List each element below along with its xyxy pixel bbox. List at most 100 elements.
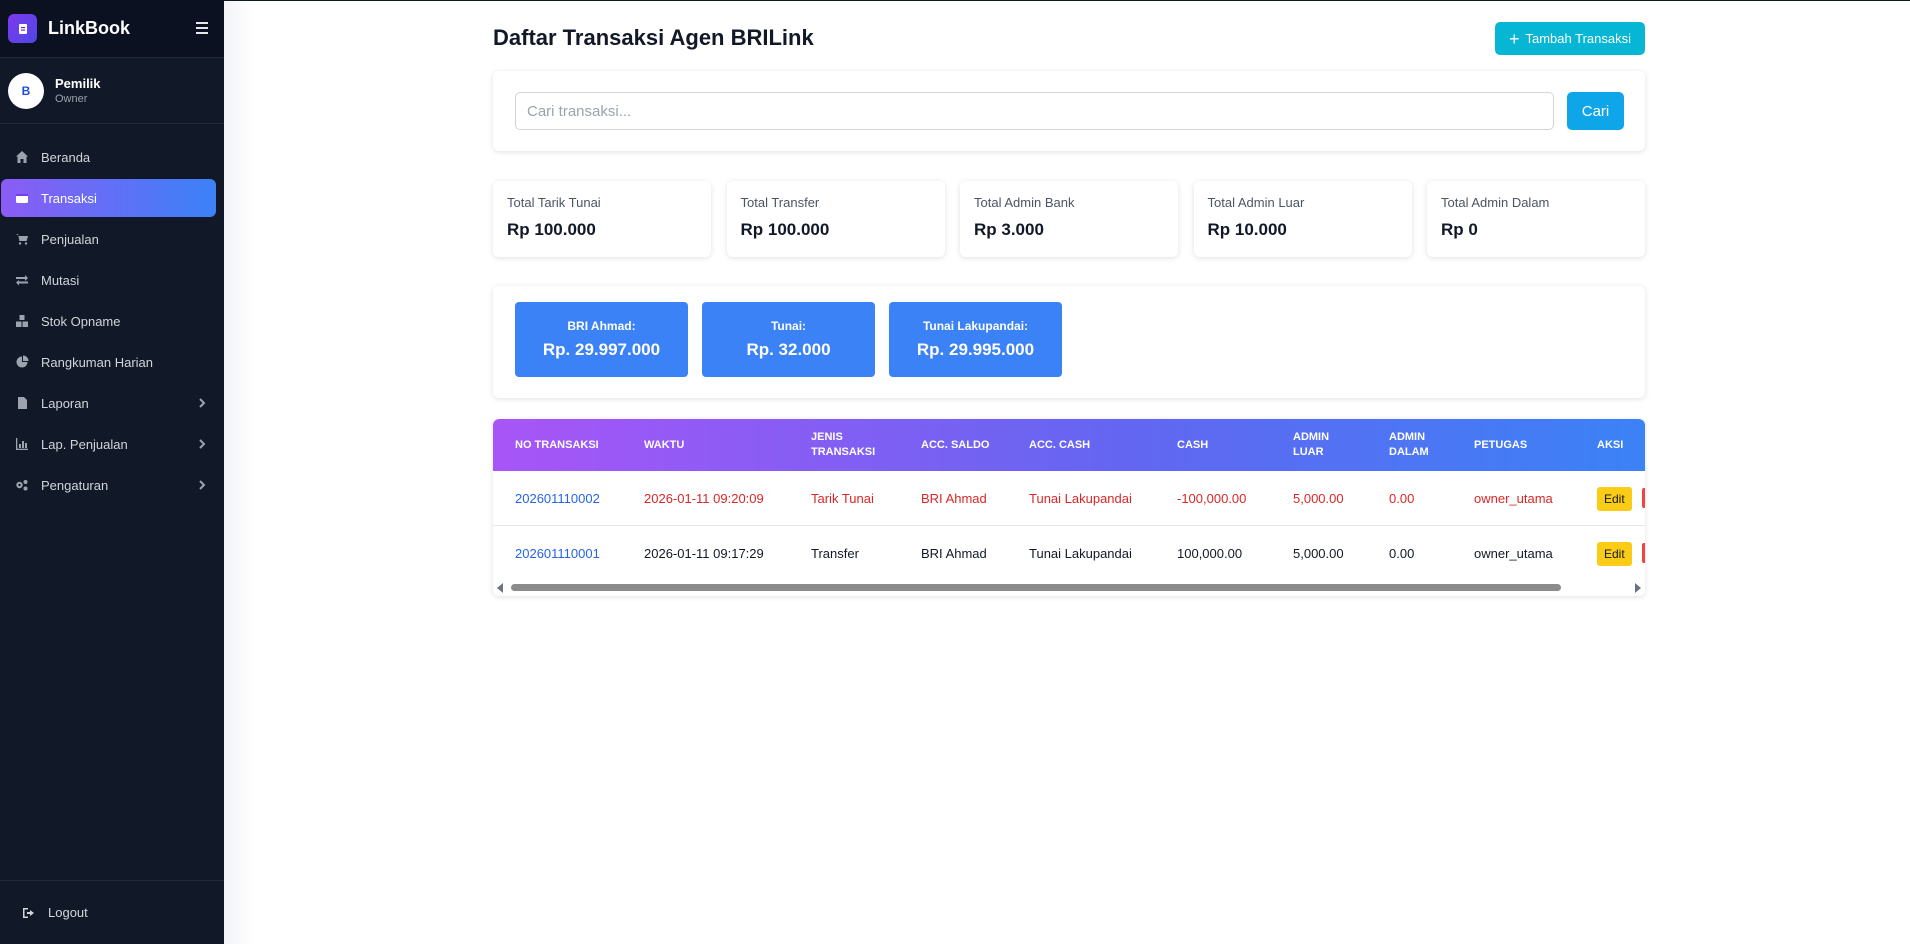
transaction-number-link[interactable]: 202601110001: [515, 546, 600, 561]
delete-button[interactable]: [1642, 543, 1645, 563]
page-header: Daftar Transaksi Agen BRILink + Tambah T…: [493, 22, 1645, 56]
sidebar-item-lap-penjualan[interactable]: Lap. Penjualan: [1, 425, 216, 463]
top-border: [224, 0, 1910, 1]
stat-value: Rp 100.000: [507, 220, 596, 239]
user-profile: B Pemilik Owner: [0, 58, 224, 124]
transaction-number-link[interactable]: 202601110002: [515, 491, 600, 506]
transactions-table: No Transaksi Waktu Jenis Transaksi Acc. …: [493, 419, 1645, 596]
user-role: Owner: [55, 93, 88, 105]
table-header: No Transaksi Waktu Jenis Transaksi Acc. …: [493, 419, 1645, 471]
stat-label: Total Admin Luar: [1207, 195, 1305, 210]
chevron-right-icon: [196, 438, 208, 450]
stat-card-total-transfer: Total Transfer Rp 100.000: [726, 181, 945, 257]
stat-card-total-admin-luar: Total Admin Luar Rp 10.000: [1193, 181, 1412, 257]
cell-acc-saldo: BRI Ahmad: [921, 491, 987, 506]
content-shadow: [224, 0, 254, 944]
cell-waktu: 2026-01-11 09:20:09: [644, 491, 764, 506]
cell-acc-cash: Tunai Lakupandai: [1029, 546, 1132, 561]
stat-value: Rp 10.000: [1207, 220, 1287, 239]
sidebar-item-label: Stok Opname: [41, 313, 121, 329]
sidebar-item-label: Pengaturan: [41, 477, 109, 493]
edit-button[interactable]: Edit: [1597, 486, 1632, 511]
stat-label: Total Transfer: [740, 195, 820, 210]
table-row: 202601110002 2026-01-11 09:20:09 Tarik T…: [493, 471, 1645, 526]
chevron-right-icon: [196, 479, 208, 491]
cell-cash: 100,000.00: [1177, 546, 1243, 561]
sidebar-item-label: Laporan: [41, 395, 89, 411]
brand: LinkBook: [0, 0, 224, 58]
add-transaction-button[interactable]: + Tambah Transaksi: [1494, 22, 1645, 55]
balance-label: Tunai:: [770, 319, 807, 333]
stat-card-total-admin-bank: Total Admin Bank Rp 3.000: [960, 181, 1178, 257]
cell-acc-saldo: BRI Ahmad: [921, 546, 987, 561]
sidebar-item-rangkuman-harian[interactable]: Rangkuman Harian: [1, 343, 216, 381]
logout-button[interactable]: Logout: [0, 880, 224, 944]
cell-aksi: Edit: [1597, 526, 1632, 581]
edit-button[interactable]: Edit: [1597, 541, 1632, 566]
plus-icon: +: [1508, 28, 1520, 49]
scrollbar-thumb[interactable]: [511, 584, 1561, 591]
column-header: Waktu: [644, 438, 685, 451]
cell-petugas: owner_utama: [1474, 491, 1553, 506]
search-button[interactable]: Cari: [1567, 92, 1624, 130]
stat-label: Total Admin Bank: [974, 195, 1075, 210]
cart-icon: [14, 232, 29, 247]
sidebar-item-laporan[interactable]: Laporan: [1, 384, 216, 422]
column-header: Admin Dalam: [1389, 431, 1429, 458]
wallet-icon: [14, 191, 29, 206]
sidebar-item-label: Beranda: [41, 149, 91, 165]
sidebar: LinkBook B Pemilik Owner Beranda Transak…: [0, 0, 224, 944]
cell-petugas: owner_utama: [1474, 546, 1553, 561]
balance-value: Rp. 29.995.000: [916, 340, 1035, 359]
balance-label: BRI Ahmad:: [567, 319, 636, 333]
add-transaction-label: Tambah Transaksi: [1525, 31, 1632, 46]
user-name: Pemilik: [55, 76, 101, 91]
column-header: Acc. Saldo: [921, 438, 990, 451]
horizontal-scrollbar[interactable]: [493, 580, 1645, 594]
search-card: Cari: [493, 71, 1645, 151]
home-icon: [14, 150, 29, 165]
sidebar-item-label: Mutasi: [41, 272, 80, 288]
search-input[interactable]: [515, 92, 1554, 130]
sidebar-item-beranda[interactable]: Beranda: [1, 138, 216, 176]
app-name: LinkBook: [48, 18, 131, 38]
balances-card: BRI Ahmad: Rp. 29.997.000 Tunai: Rp. 32.…: [493, 286, 1645, 398]
stat-value: Rp 0: [1441, 220, 1478, 239]
menu-toggle-icon[interactable]: [196, 19, 212, 37]
sidebar-item-stok-opname[interactable]: Stok Opname: [1, 302, 216, 340]
sidebar-item-mutasi[interactable]: Mutasi: [1, 261, 216, 299]
stat-label: Total Admin Dalam: [1441, 195, 1550, 210]
cell-jenis: Transfer: [811, 546, 859, 561]
bar-chart-icon: [14, 437, 29, 452]
stat-card-total-tarik-tunai: Total Tarik Tunai Rp 100.000: [493, 181, 711, 257]
column-header: Jenis Transaksi: [811, 431, 876, 458]
scroll-left-icon[interactable]: [497, 583, 503, 593]
sidebar-nav: Beranda Transaksi Penjualan Mutasi Stok …: [0, 124, 224, 504]
scroll-right-icon[interactable]: [1635, 583, 1641, 593]
sidebar-item-transaksi[interactable]: Transaksi: [1, 179, 216, 217]
logout-label: Logout: [48, 905, 88, 920]
table-row: 202601110001 2026-01-11 09:17:29 Transfe…: [493, 526, 1645, 581]
column-header: Aksi: [1597, 438, 1624, 451]
cell-cash: -100,000.00: [1177, 491, 1247, 506]
cell-acc-cash: Tunai Lakupandai: [1029, 491, 1132, 506]
file-icon: [14, 396, 29, 411]
column-header: Admin Luar: [1293, 431, 1330, 458]
balance-value: Rp. 29.997.000: [542, 340, 661, 359]
delete-button[interactable]: [1642, 488, 1645, 508]
sidebar-item-penjualan[interactable]: Penjualan: [1, 220, 216, 258]
column-header: Cash: [1177, 438, 1209, 451]
stat-value: Rp 100.000: [740, 220, 830, 239]
sidebar-item-label: Transaksi: [41, 190, 97, 206]
avatar: B: [8, 72, 44, 109]
page-title: Daftar Transaksi Agen BRILink: [493, 25, 814, 50]
exchange-icon: [14, 273, 29, 288]
sidebar-item-label: Penjualan: [41, 231, 99, 247]
boxes-icon: [14, 314, 29, 329]
logout-icon: [23, 907, 34, 918]
sidebar-item-pengaturan[interactable]: Pengaturan: [1, 466, 216, 504]
stat-label: Total Tarik Tunai: [507, 195, 601, 210]
balance-bri-ahmad: BRI Ahmad: Rp. 29.997.000: [515, 302, 688, 377]
cell-jenis: Tarik Tunai: [811, 491, 874, 506]
